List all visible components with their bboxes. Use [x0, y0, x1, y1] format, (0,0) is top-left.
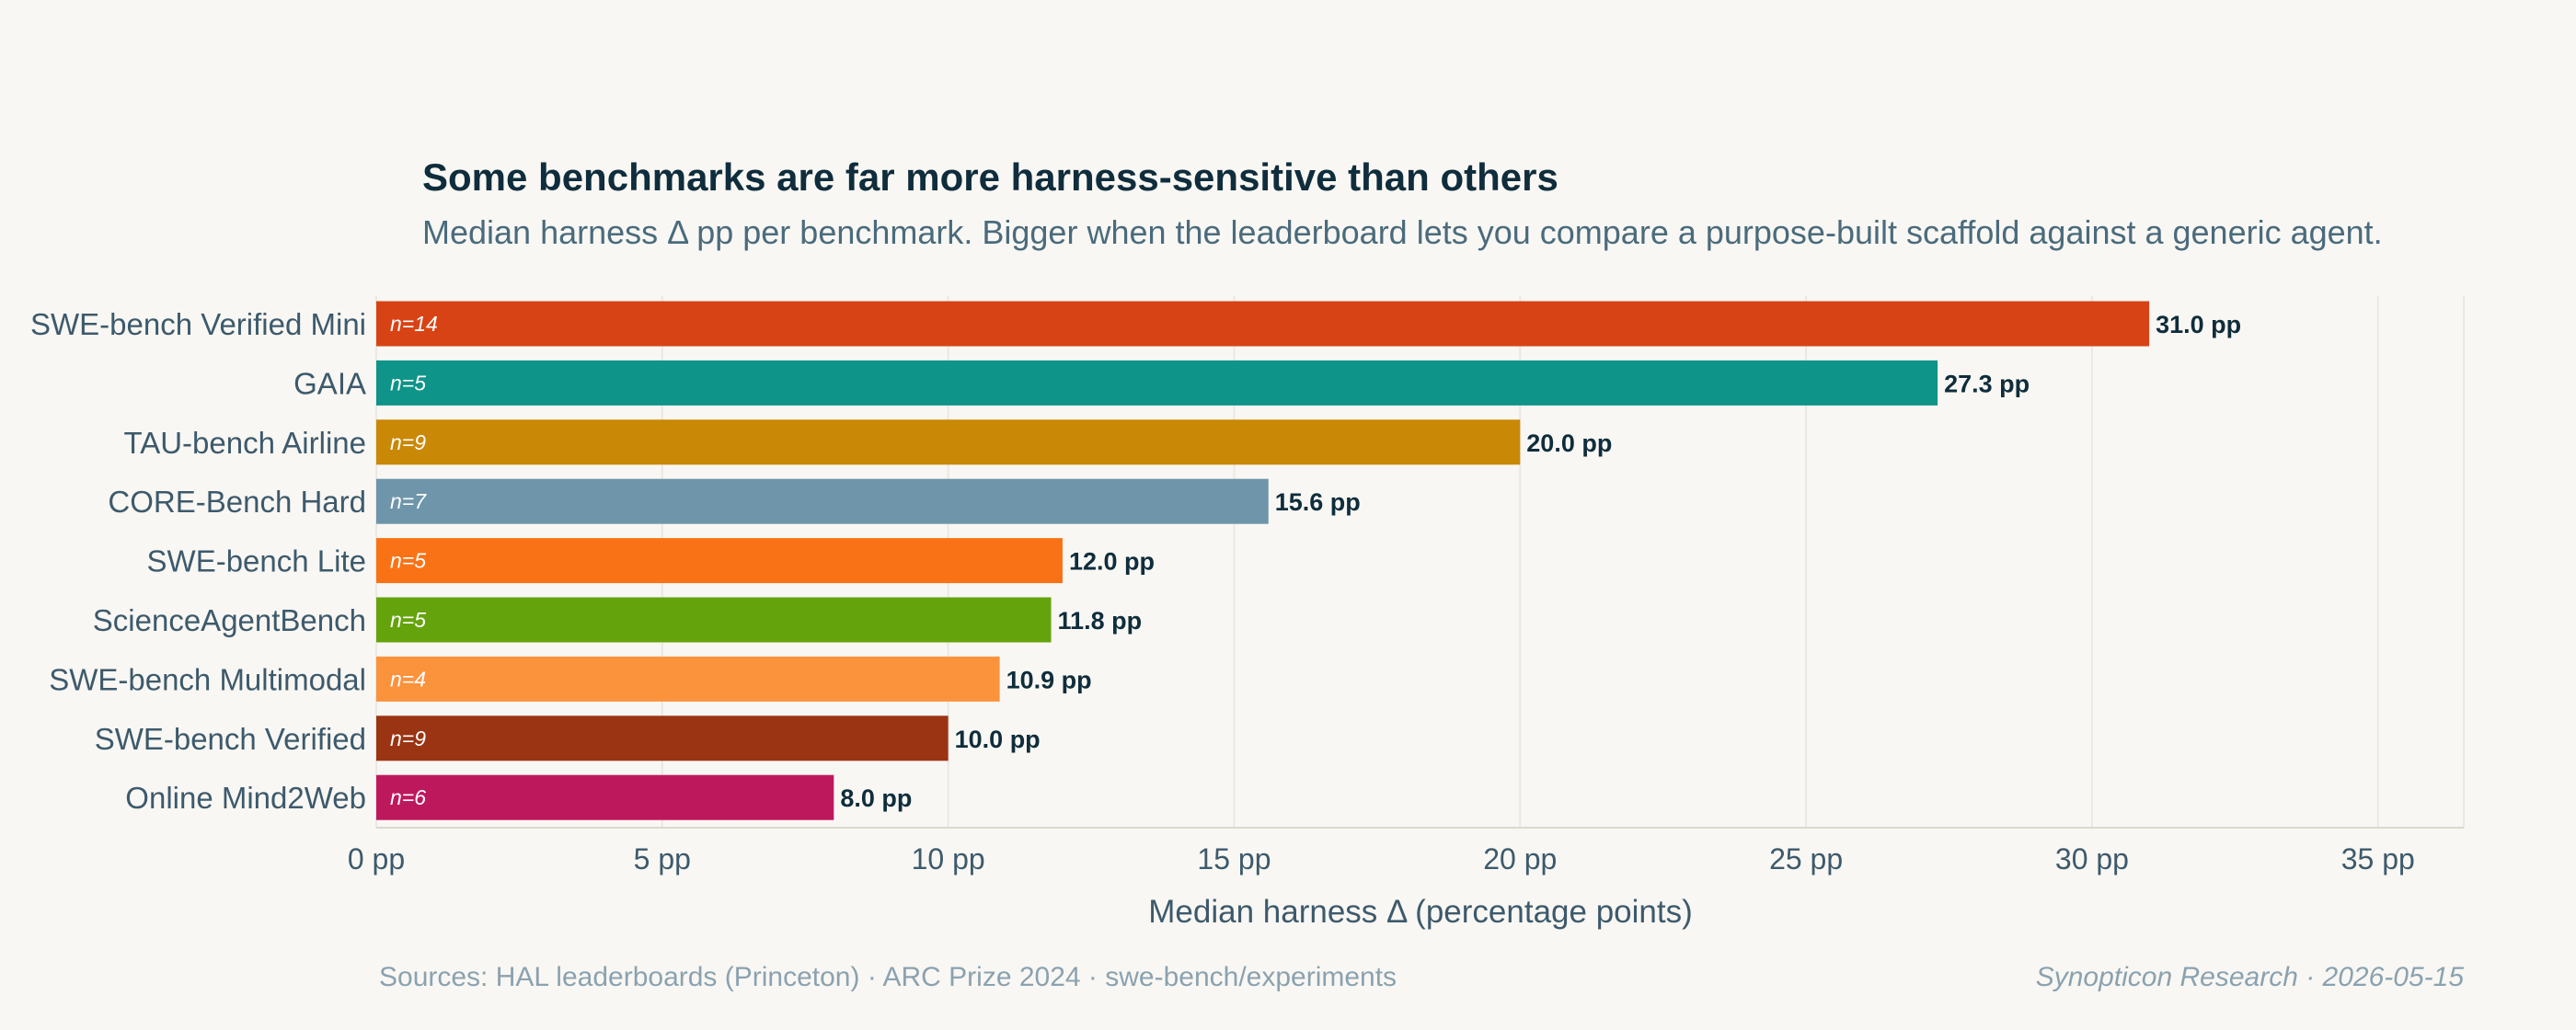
bar — [376, 774, 834, 820]
x-tick-label: 20 pp — [1483, 842, 1557, 876]
category-label: GAIA — [293, 366, 366, 400]
sample-size-label: n=9 — [390, 430, 426, 454]
value-label: 31.0 pp — [2156, 311, 2241, 338]
value-label: 8.0 pp — [840, 784, 912, 812]
bar — [376, 419, 1521, 465]
bar — [376, 301, 2150, 347]
value-label: 10.0 pp — [955, 726, 1041, 753]
sample-size-label: n=5 — [390, 608, 426, 632]
value-label: 12.0 pp — [1069, 548, 1155, 576]
bar — [376, 656, 1000, 702]
category-label: CORE-Bench Hard — [108, 485, 366, 519]
category-label: SWE-bench Lite — [147, 544, 366, 578]
x-tick-label: 0 pp — [348, 842, 405, 876]
sample-size-label: n=14 — [390, 312, 438, 336]
sample-size-label: n=7 — [390, 489, 427, 513]
sample-size-label: n=9 — [390, 727, 426, 750]
x-axis-ticks: 0 pp 5 pp 10 pp 15 pp 20 pp 25 pp 30 pp 35 pp — [348, 842, 2415, 876]
bar — [376, 478, 1269, 524]
sample-size-label: n=6 — [390, 785, 426, 809]
sample-size-label: n=5 — [390, 549, 426, 573]
x-tick-label: 25 pp — [1769, 842, 1843, 876]
value-label: 20.0 pp — [1526, 429, 1612, 457]
chart-subtitle: Median harness Δ pp per benchmark. Bigge… — [422, 213, 2383, 251]
bar — [376, 360, 1938, 406]
sample-size-label: n=4 — [390, 667, 426, 691]
sources-note: Sources: HAL leaderboards (Princeton) · … — [379, 962, 1397, 992]
x-tick-label: 30 pp — [2055, 842, 2129, 876]
value-label: 27.3 pp — [1944, 370, 2030, 397]
bar — [376, 597, 1052, 643]
value-label: 15.6 pp — [1275, 488, 1361, 516]
credit-note: Synopticon Research · 2026-05-15 — [2036, 962, 2465, 992]
category-label: TAU-bench Airline — [123, 426, 366, 460]
bars-layer: SWE-bench Verified Mini n=14 31.0 pp GAIA n=… — [30, 301, 2241, 820]
category-label: SWE-bench Multimodal — [49, 662, 366, 696]
bar — [376, 538, 1063, 584]
value-label: 11.8 pp — [1058, 607, 1143, 635]
category-label: SWE-bench Verified — [95, 722, 366, 756]
x-tick-label: 5 pp — [634, 842, 691, 876]
x-tick-label: 15 pp — [1197, 842, 1271, 876]
x-tick-label: 35 pp — [2341, 842, 2415, 876]
category-label: SWE-bench Verified Mini — [30, 307, 366, 341]
category-label: ScienceAgentBench — [93, 603, 366, 637]
sample-size-label: n=5 — [390, 371, 426, 395]
category-label: Online Mind2Web — [125, 781, 366, 815]
chart-title: Some benchmarks are far more harness-sen… — [422, 155, 1558, 199]
x-axis-title: Median harness Δ (percentage points) — [1148, 894, 1693, 930]
bar — [376, 715, 949, 761]
value-label: 10.9 pp — [1006, 666, 1092, 693]
x-tick-label: 10 pp — [912, 842, 985, 876]
